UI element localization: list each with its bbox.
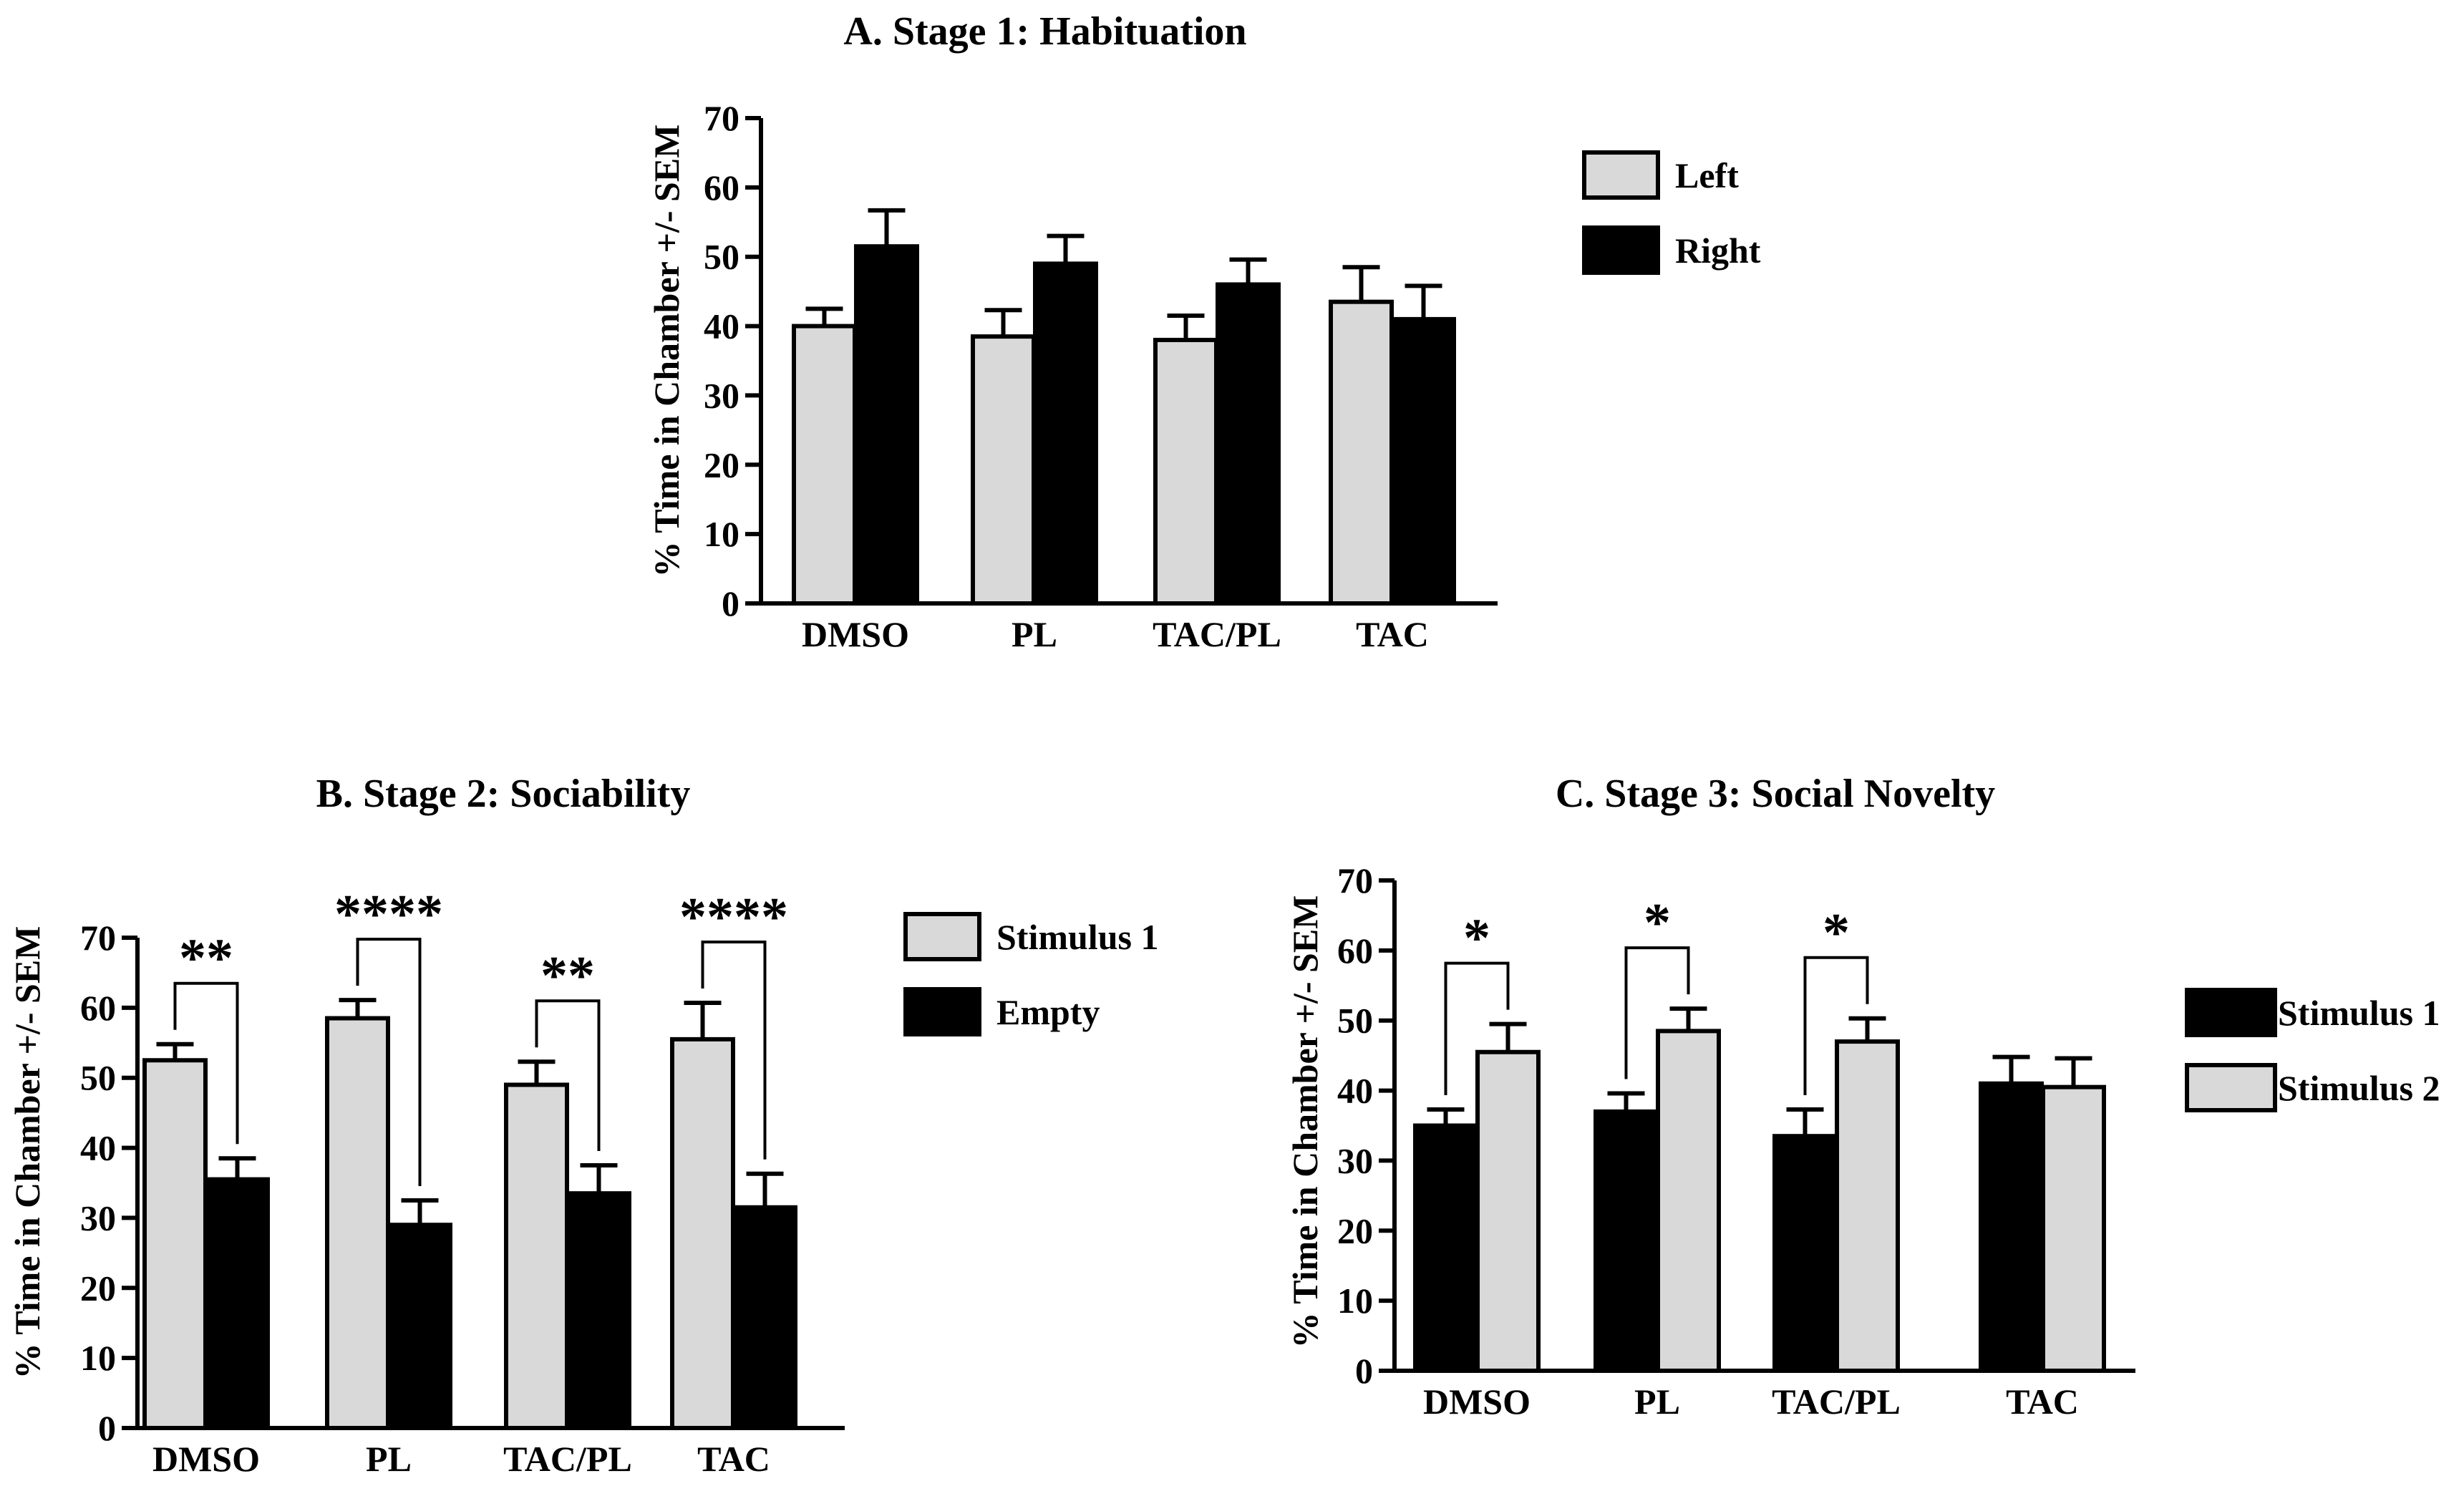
significance-label: * <box>1463 908 1490 968</box>
significance-bracket <box>356 938 422 1186</box>
legend-swatch-stimulus-1 <box>2185 988 2277 1037</box>
significance-bracket <box>701 941 767 1160</box>
significance-label: **** <box>679 887 788 947</box>
significance-label: **** <box>334 884 443 944</box>
x-tick-label: TAC/PL <box>1772 1381 1901 1422</box>
legend-swatch-right <box>1582 225 1660 275</box>
bar <box>1656 1029 1721 1373</box>
bar <box>1153 337 1218 606</box>
significance-label: ** <box>179 928 233 989</box>
significance-label: * <box>1823 903 1850 963</box>
y-tick-label: 50 <box>80 1058 116 1098</box>
bar <box>854 244 919 606</box>
y-tick-label: 60 <box>80 988 116 1028</box>
bar <box>1835 1039 1900 1373</box>
legend: Left Right <box>1582 150 1761 275</box>
y-tick-label: 40 <box>704 306 739 346</box>
bar <box>1979 1081 2044 1374</box>
y-tick-label: 30 <box>80 1198 116 1238</box>
x-tick-label: PL <box>1012 614 1057 654</box>
chart-panel-b: B. Stage 2: Sociability % Time in Chambe… <box>7 772 1158 1479</box>
bar <box>971 334 1036 606</box>
x-tick-label: DMSO <box>802 614 909 654</box>
bar <box>142 1058 208 1430</box>
y-tick-label: 10 <box>1337 1281 1373 1321</box>
bar <box>504 1082 569 1430</box>
bar <box>1033 261 1098 606</box>
chart-title: A. Stage 1: Habituation <box>843 9 1246 54</box>
x-tick-label: PL <box>366 1439 412 1479</box>
bar <box>792 324 857 606</box>
y-tick-label: 50 <box>704 237 739 277</box>
x-tick-label: DMSO <box>152 1439 260 1479</box>
y-tick-label: 0 <box>1355 1351 1373 1391</box>
chart-title: C. Stage 3: Social Novelty <box>1556 772 1995 816</box>
bar <box>387 1223 452 1430</box>
bar <box>1391 316 1456 606</box>
y-tick-label: 60 <box>1337 931 1373 971</box>
y-axis-label: % Time in Chamber +/- SEM <box>1285 895 1325 1349</box>
legend-swatch-left <box>1582 150 1660 200</box>
chart-title: B. Stage 2: Sociability <box>316 772 691 816</box>
bar <box>566 1191 631 1431</box>
legend: Stimulus 1 Stimulus 2 <box>2185 988 2440 1112</box>
bar <box>1475 1049 1541 1373</box>
legend-label-left: Left <box>1675 155 1739 195</box>
y-tick-label: 50 <box>1337 1001 1373 1041</box>
bar <box>1216 282 1281 606</box>
x-tick-label: TAC <box>2006 1381 2079 1422</box>
y-tick-label: 40 <box>1337 1071 1373 1111</box>
y-tick-label: 0 <box>98 1408 116 1448</box>
legend-label-empty: Empty <box>996 992 1100 1032</box>
y-tick-label: 0 <box>722 583 739 623</box>
bar <box>1329 299 1394 606</box>
chart-panel-a: A. Stage 1: Habituation % Time in Chambe… <box>646 9 1761 654</box>
bar <box>205 1177 270 1431</box>
significance-bracket <box>1444 961 1510 1095</box>
y-axis-label: % Time in Chamber +/- SEM <box>646 125 687 578</box>
legend-label-right: Right <box>1675 230 1761 271</box>
significance-bracket <box>173 981 239 1145</box>
bar <box>2041 1084 2106 1374</box>
legend-swatch-stimulus-1 <box>903 912 981 961</box>
y-tick-label: 40 <box>80 1128 116 1168</box>
legend-swatch-empty <box>903 987 981 1036</box>
x-tick-label: PL <box>1634 1381 1680 1422</box>
y-tick-label: 20 <box>704 445 739 485</box>
x-tick-label: TAC <box>697 1439 770 1479</box>
legend-label-stimulus-2: Stimulus 2 <box>2278 1068 2440 1108</box>
legend-swatch-stimulus-2 <box>2185 1063 2277 1112</box>
x-tick-label: TAC <box>1356 614 1429 654</box>
y-tick-label: 20 <box>80 1268 116 1308</box>
significance-bracket <box>1803 956 1869 1095</box>
x-tick-label: TAC/PL <box>1153 614 1281 654</box>
significance-label: * <box>1644 893 1671 953</box>
y-tick-label: 30 <box>704 375 739 415</box>
y-tick-label: 10 <box>704 514 739 554</box>
significance-bracket <box>535 999 601 1152</box>
y-tick-label: 70 <box>80 918 116 958</box>
legend-label-stimulus-1: Stimulus 1 <box>996 917 1158 957</box>
y-axis-label: % Time in Chamber +/- SEM <box>7 926 47 1379</box>
bar <box>1772 1134 1838 1374</box>
legend-label-stimulus-1: Stimulus 1 <box>2278 993 2440 1033</box>
bar <box>732 1205 797 1430</box>
y-tick-label: 70 <box>1337 860 1373 900</box>
bar <box>325 1016 390 1431</box>
y-tick-label: 60 <box>704 167 739 208</box>
legend: Stimulus 1 Empty <box>903 912 1158 1036</box>
y-tick-label: 70 <box>704 98 739 138</box>
significance-label: ** <box>540 946 595 1006</box>
y-tick-label: 10 <box>80 1338 116 1378</box>
y-tick-label: 20 <box>1337 1210 1373 1251</box>
bar <box>670 1036 735 1430</box>
significance-bracket <box>1624 946 1690 1079</box>
y-tick-label: 30 <box>1337 1140 1373 1180</box>
x-tick-label: TAC/PL <box>503 1439 632 1479</box>
bar <box>1594 1109 1659 1374</box>
chart-panel-c: C. Stage 3: Social Novelty % Time in Cha… <box>1285 772 2440 1422</box>
x-tick-label: DMSO <box>1423 1381 1531 1422</box>
bar <box>1413 1123 1478 1373</box>
